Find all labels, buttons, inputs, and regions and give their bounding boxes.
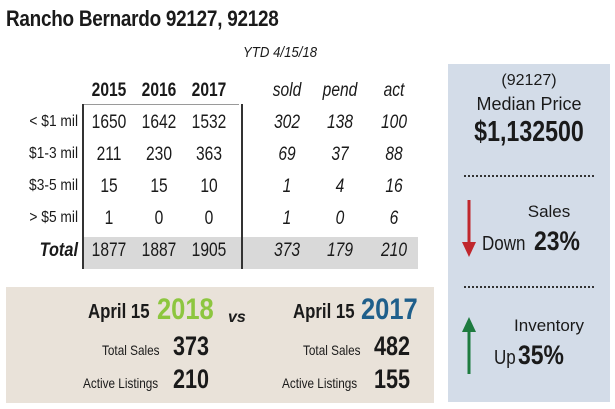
- year-header: 2016: [141, 80, 177, 101]
- divider: [464, 286, 594, 288]
- total-cell: 373: [273, 240, 300, 261]
- table-cell: 15: [100, 176, 118, 197]
- right-year: 2017: [361, 293, 418, 326]
- table-cell: 0: [154, 208, 164, 229]
- zip-label: (92127): [501, 72, 557, 89]
- sales-direction: Down: [482, 233, 526, 255]
- table-cell: 230: [145, 144, 172, 165]
- table-cell: 0: [335, 208, 345, 229]
- table-cell: 69: [278, 144, 296, 165]
- right-listings-value: 155: [374, 364, 411, 394]
- median-price-value: $1,132500: [474, 116, 584, 148]
- left-listings-row: Active Listings: [83, 375, 172, 393]
- table-cell: 1532: [191, 112, 227, 133]
- left-month: April 15: [88, 301, 150, 323]
- inventory-direction: Up: [494, 347, 516, 369]
- total-row-shade: [83, 237, 418, 269]
- left-listings-value: 210: [173, 364, 210, 394]
- table-cell: 1642: [141, 112, 177, 133]
- inventory-change: Up 35%: [494, 340, 572, 371]
- total-cell: 1877: [91, 240, 127, 261]
- right-date-heading: April 15: [293, 301, 366, 324]
- row-label: < $1 mil: [29, 113, 78, 130]
- table-cell: 16: [385, 176, 403, 197]
- table-cell: 88: [385, 144, 403, 165]
- table-cell: 37: [331, 144, 349, 165]
- table-cell: 1650: [91, 112, 127, 133]
- table-cell: 1: [282, 176, 292, 197]
- inventory-percent: 35%: [518, 340, 564, 370]
- ytd-header: act: [383, 80, 405, 101]
- total-cell: 210: [380, 240, 407, 261]
- left-listings-label: Active Listings: [83, 375, 159, 391]
- sales-percent: 23%: [533, 226, 580, 256]
- median-price-label: Median Price: [476, 94, 582, 114]
- up-arrow-icon: [462, 317, 476, 374]
- left-sales-label: Total Sales: [102, 342, 160, 358]
- total-label: Total: [39, 240, 78, 261]
- divider: [464, 175, 594, 177]
- table-cell: 302: [273, 112, 300, 133]
- table-mid-divider: [241, 104, 243, 269]
- total-cell: 1887: [141, 240, 177, 261]
- table-cell: 363: [195, 144, 222, 165]
- right-sales-value: 482: [374, 331, 411, 361]
- right-sales-label: Total Sales: [303, 342, 361, 358]
- table-cell: 1: [282, 208, 292, 229]
- table-cell: 1: [104, 208, 114, 229]
- table-cell: 10: [200, 176, 218, 197]
- table-cell: 100: [380, 112, 407, 133]
- table-header-rule: [84, 104, 239, 105]
- inventory-label: Inventory: [514, 316, 584, 335]
- left-sales-row: Total Sales: [102, 342, 170, 360]
- sales-change: Down 23%: [482, 226, 588, 257]
- row-label: > $5 mil: [29, 209, 78, 226]
- ytd-label: YTD 4/15/18: [243, 44, 318, 61]
- table-cell: 211: [96, 144, 122, 165]
- row-label: $1-3 mil: [29, 145, 78, 162]
- total-cell: 179: [326, 240, 353, 261]
- right-month: April 15: [293, 301, 355, 323]
- table-cell: 4: [335, 176, 345, 197]
- total-cell: 1905: [191, 240, 227, 261]
- vs-label: vs: [228, 309, 246, 326]
- page-title: Rancho Bernardo 92127, 92128: [6, 6, 279, 31]
- ytd-header: sold: [272, 80, 302, 101]
- row-label: $3-5 mil: [29, 177, 78, 194]
- table-cell: 15: [150, 176, 168, 197]
- left-sales-value: 373: [173, 331, 210, 361]
- right-listings-row: Active Listings: [282, 375, 371, 393]
- table-cell: 6: [389, 208, 399, 229]
- ytd-header: pend: [322, 80, 358, 101]
- comparison-panel: April 15 2018 Total Sales 373 Active Lis…: [6, 287, 434, 403]
- right-sales-row: Total Sales: [303, 342, 371, 360]
- year-header: 2015: [91, 80, 127, 101]
- year-header: 2017: [191, 80, 227, 101]
- table-cell: 138: [326, 112, 353, 133]
- right-listings-label: Active Listings: [282, 375, 358, 391]
- table-left-divider: [82, 104, 84, 269]
- table-cell: 0: [204, 208, 214, 229]
- left-year: 2018: [157, 293, 214, 326]
- down-arrow-icon: [462, 200, 476, 257]
- sales-label: Sales: [527, 202, 571, 221]
- left-date-heading: April 15: [88, 301, 161, 324]
- summary-panel: (92127) Median Price $1,132500 Sales Dow…: [448, 64, 610, 402]
